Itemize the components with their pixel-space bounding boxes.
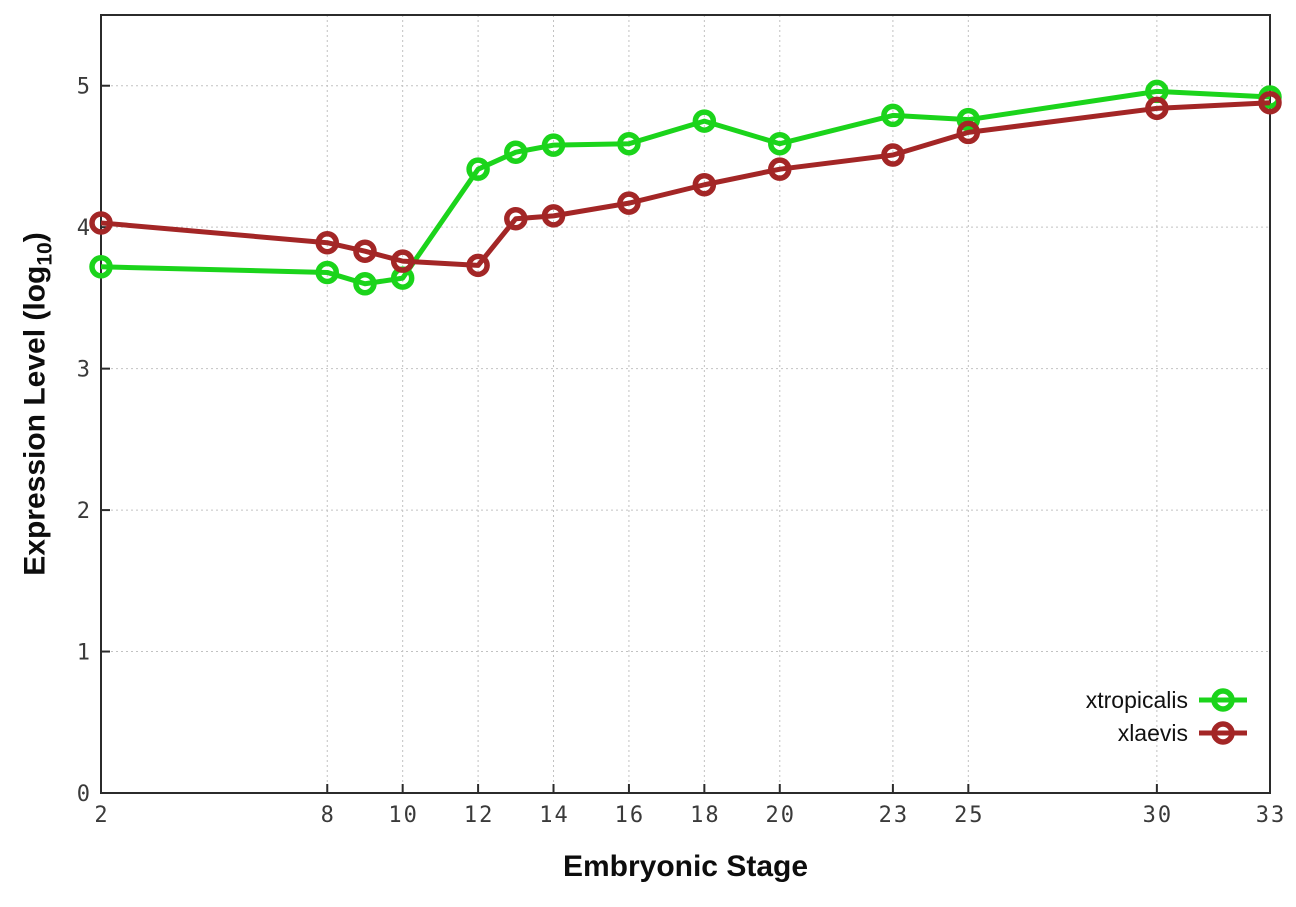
y-tick-label-4: 4 [77, 216, 92, 241]
x-tick-label-20: 20 [766, 803, 797, 828]
x-tick-label-10: 10 [388, 803, 419, 828]
data-point-xtropicalis-stage-14 [541, 133, 566, 157]
data-point-xtropicalis-stage-23 [881, 103, 905, 128]
data-point-xtropicalis-stage-9 [353, 272, 377, 296]
data-point-xlaevis-stage-25 [956, 120, 981, 145]
data-point-xlaevis-stage-8 [315, 230, 340, 255]
legend-label-xlaevis: xlaevis [1118, 720, 1188, 746]
x-tick-label-23: 23 [879, 803, 910, 828]
data-point-xlaevis-stage-2 [89, 211, 113, 235]
data-point-xtropicalis-stage-13 [504, 140, 528, 164]
data-point-xtropicalis-stage-20 [768, 131, 792, 156]
data-point-xlaevis-stage-33 [1258, 90, 1282, 115]
x-tick-label-25: 25 [954, 803, 985, 828]
x-tick-label-12: 12 [464, 803, 495, 828]
y-tick-label-3: 3 [77, 358, 92, 383]
y-tick-label-5: 5 [77, 75, 92, 100]
legend-marker-xlaevis [1211, 721, 1235, 745]
y-axis-title: Expression Level (log10) [19, 232, 58, 575]
x-tick-label-8: 8 [321, 803, 336, 828]
data-point-xtropicalis-stage-8 [315, 260, 340, 285]
data-point-xlaevis-stage-12 [466, 253, 490, 278]
x-axis-title: Embryonic Stage [562, 850, 809, 883]
data-point-xlaevis-stage-13 [504, 206, 528, 231]
data-point-xtropicalis-stage-18 [692, 109, 717, 133]
data-point-xtropicalis-stage-25 [956, 107, 981, 132]
y-tick-label-0: 0 [77, 782, 92, 807]
data-point-xlaevis-stage-9 [353, 239, 377, 263]
data-point-xtropicalis-stage-16 [617, 131, 641, 156]
data-point-xlaevis-stage-20 [768, 157, 792, 181]
legend-label-xtropicalis: xtropicalis [1086, 687, 1188, 713]
data-point-xtropicalis-stage-12 [466, 157, 490, 181]
x-tick-label-18: 18 [690, 803, 721, 828]
x-tick-label-30: 30 [1143, 803, 1174, 828]
legend-marker-xtropicalis [1211, 688, 1235, 712]
data-point-xlaevis-stage-23 [881, 143, 905, 167]
plot-frame [100, 14, 1271, 794]
y-axis-title-close: ) [18, 232, 52, 243]
y-tick-label-1: 1 [77, 641, 92, 666]
y-tick-label-2: 2 [77, 499, 92, 524]
data-point-xlaevis-stage-14 [541, 204, 566, 228]
x-tick-label-33: 33 [1256, 803, 1287, 828]
data-point-xtropicalis-stage-2 [89, 255, 113, 279]
data-point-xlaevis-stage-16 [617, 191, 641, 215]
x-tick-label-2: 2 [94, 803, 109, 828]
data-point-xlaevis-stage-30 [1145, 96, 1169, 121]
data-point-xlaevis-stage-10 [390, 249, 415, 273]
x-tick-label-16: 16 [615, 803, 646, 828]
y-axis-title-text: Expression Level (log [18, 265, 52, 576]
data-point-xlaevis-stage-18 [692, 172, 717, 197]
x-tick-label-14: 14 [539, 803, 570, 828]
y-axis-title-subscript: 10 [33, 242, 57, 266]
